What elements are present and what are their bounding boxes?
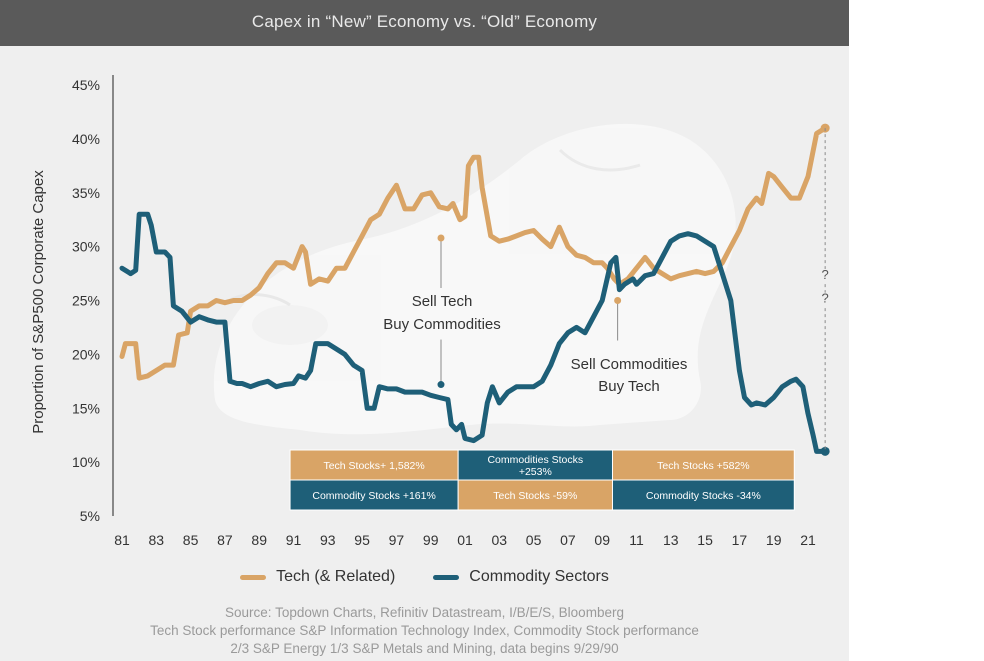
x-tick-label: 19 [766, 532, 782, 548]
performance-cell [611, 479, 795, 511]
x-tick-label: 85 [183, 532, 199, 548]
annotation-sell-commodities: Sell Commodities [571, 356, 688, 373]
annotation-dot [437, 234, 445, 242]
x-tick-label: 05 [526, 532, 542, 548]
x-tick-label: 07 [560, 532, 576, 548]
performance-table: Tech Stocks+ 1,582% Commodities Stocks+25… [289, 449, 795, 511]
question-mark: ? [822, 291, 829, 306]
y-tick-label: 5% [80, 508, 100, 524]
question-mark-bg [819, 268, 832, 283]
legend-label-tech: Tech (& Related) [276, 568, 396, 585]
legend-item-commodity: Commodity Sectors [433, 568, 609, 586]
annotation-sell-commodities: Buy Tech [598, 378, 659, 395]
performance-cell-text: Tech Stocks+ 1,582% [323, 460, 424, 472]
legend-label-commodity: Commodity Sectors [469, 568, 609, 585]
x-tick-label: 09 [594, 532, 610, 548]
y-tick-label: 10% [72, 454, 100, 470]
x-tick-label: 99 [423, 532, 439, 548]
y-axis-ticks: 5% 10% 15% 20% 25% 30% 35% 40% 45% [72, 77, 100, 524]
x-axis-ticks: 81 83 85 87 89 91 93 95 97 99 01 03 05 07 09 11 13 15 17 19… [114, 532, 816, 548]
legend-item-tech: Tech (& Related) [240, 568, 395, 586]
question-mark: ? [822, 267, 829, 282]
x-tick-label: 03 [492, 532, 508, 548]
y-tick-label: 30% [72, 239, 100, 255]
y-tick-label: 20% [72, 346, 100, 362]
source-note: Source: Topdown Charts, Refinitiv Datast… [0, 604, 849, 658]
y-tick-label: 15% [72, 400, 100, 416]
x-tick-label: 89 [251, 532, 267, 548]
y-tick-label: 25% [72, 293, 100, 309]
x-tick-label: 83 [149, 532, 165, 548]
legend: Tech (& Related) Commodity Sectors [0, 566, 849, 588]
source-line-1: Source: Topdown Charts, Refinitiv Datast… [225, 605, 624, 620]
performance-cell [457, 479, 613, 511]
performance-cell-text: Commodities Stocks [487, 454, 583, 466]
x-tick-label: 13 [663, 532, 679, 548]
legend-swatch-commodity [433, 574, 460, 580]
source-line-3: 2/3 S&P Energy 1/3 S&P Metals and Mining… [230, 641, 619, 656]
chart-canvas: 5% 10% 15% 20% 25% 30% 35% 40% 45% 81 83 85 87 89 91 9… [30, 75, 832, 548]
series-line-tech [119, 125, 828, 381]
chart-subtitle: Capex in “New” Economy vs. “Old” Economy [251, 12, 598, 31]
performance-cell-text: Tech Stocks +582% [657, 460, 750, 472]
question-mark-bg [819, 292, 832, 307]
performance-cell-text: Tech Stocks -59% [493, 490, 577, 502]
annotation-dot [437, 381, 445, 389]
x-tick-label: 01 [457, 532, 473, 548]
y-tick-label: 45% [72, 77, 100, 93]
title-bar [0, 0, 849, 46]
y-tick-label: 40% [72, 131, 100, 147]
x-tick-label: 93 [320, 532, 336, 548]
x-tick-label: 95 [354, 532, 370, 548]
source-line-2: Tech Stock performance S&P Information T… [150, 623, 699, 638]
annotation-dot [614, 297, 622, 304]
x-tick-label: 11 [629, 532, 644, 548]
x-tick-label: 97 [389, 532, 405, 548]
x-tick-label: 91 [286, 532, 302, 548]
performance-cell-text: Commodity Stocks +161% [312, 490, 435, 502]
annotations: Sell Tech Buy Commodities Sell Commodities… [383, 128, 832, 452]
x-tick-label: 15 [697, 532, 713, 548]
annotation-sell-tech: Sell Tech [412, 293, 473, 310]
series-end-point [820, 446, 830, 456]
x-tick-label: 87 [217, 532, 233, 548]
performance-cell [289, 449, 459, 481]
x-tick-label: 81 [114, 532, 130, 548]
x-tick-label: 21 [800, 532, 816, 548]
series-line-commodity [119, 211, 828, 454]
performance-cell-text: +253% [519, 466, 552, 478]
annotation-sell-tech: Buy Commodities [383, 316, 501, 333]
y-axis-label: Proportion of S&P500 Corporate Capex [30, 170, 47, 434]
x-tick-label: 17 [732, 532, 748, 548]
performance-cell-text: Commodity Stocks -34% [646, 490, 761, 502]
performance-cell [611, 449, 795, 481]
y-tick-label: 35% [72, 185, 100, 201]
legend-swatch-tech [240, 574, 267, 580]
